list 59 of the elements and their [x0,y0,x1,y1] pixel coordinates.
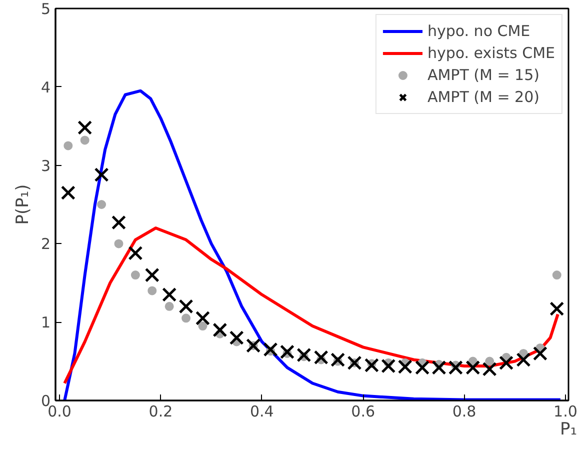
point [229,330,244,346]
point [550,302,564,316]
x-tick-label: 1.0 [554,402,578,420]
x-tick-label: 0.6 [351,402,376,420]
y-tick-label: 3 [40,156,51,175]
point [60,185,76,200]
point [114,239,124,248]
point [128,246,143,260]
y-axis-title: P(P₁) [12,184,33,225]
legend-label: AMPT (M = 20) [427,88,540,106]
point [296,348,312,362]
point [364,358,379,372]
point [182,314,191,323]
legend-label: hypo. no CME [427,22,530,40]
point [198,322,208,331]
point [130,270,140,280]
point [80,136,90,145]
point [448,360,463,375]
point [485,356,494,366]
point [195,310,210,326]
point [552,270,562,280]
point [347,356,362,370]
line-series [63,89,562,400]
point [78,120,92,135]
line-series [63,226,560,385]
legend-label: AMPT (M = 15) [427,66,540,84]
point [381,358,396,374]
point [415,360,430,375]
point [432,360,446,375]
x-tick-label: 0.2 [148,402,173,420]
point [212,322,228,338]
point [148,286,157,296]
point [466,360,480,375]
point [178,299,194,314]
point [164,302,174,311]
point [111,215,126,230]
point [516,352,531,367]
y-tick-label: 4 [40,78,51,96]
point [94,167,109,182]
x-tick-label: 0.4 [250,402,274,420]
y-tick-label: 1 [40,314,51,332]
point [246,338,261,353]
point [280,344,294,360]
point [64,141,73,150]
point [532,346,548,361]
point [144,268,160,282]
point [482,362,497,376]
point [263,342,278,357]
point [330,352,346,367]
point [314,350,328,365]
legend-label: hypo. exists CME [427,44,555,62]
x-axis-title: P₁ [560,420,578,440]
point [97,200,106,209]
x-tick-label: 0.8 [452,402,476,420]
point [162,287,177,302]
y-tick-label: 5 [40,0,51,18]
point [398,360,412,374]
point [499,356,514,370]
y-tick-label: 2 [40,235,51,254]
